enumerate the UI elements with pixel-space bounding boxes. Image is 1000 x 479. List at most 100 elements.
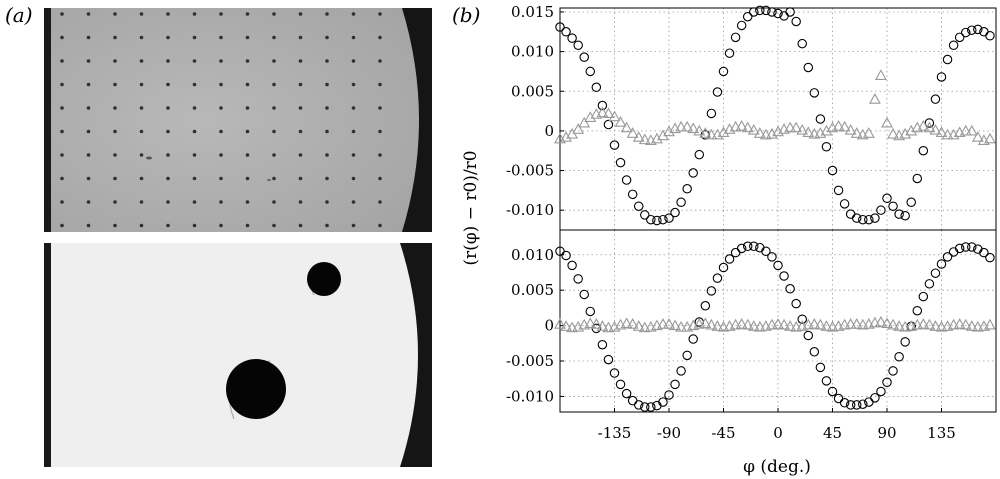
circle-marker: [561, 27, 571, 37]
circle-marker: [573, 40, 583, 51]
grid-dot: [192, 153, 197, 157]
circle-marker: [749, 241, 759, 252]
circle-marker: [803, 330, 814, 341]
grid-dot: [325, 200, 329, 204]
grid-dot: [192, 82, 197, 87]
circle-marker: [882, 193, 892, 204]
circle-marker: [694, 149, 705, 160]
circle-marker: [712, 273, 723, 283]
circle-marker: [585, 66, 596, 77]
circle-marker: [900, 210, 910, 221]
grid-dot: [378, 82, 382, 87]
circle-marker: [603, 119, 614, 130]
circle-marker: [906, 197, 916, 208]
y-tick-label: 0: [544, 122, 554, 140]
triangle-marker: [875, 315, 887, 327]
triangle-marker: [881, 116, 893, 128]
circle-marker: [815, 362, 826, 373]
circle-marker: [900, 337, 910, 347]
triangle-marker: [578, 116, 591, 128]
triangle-marker: [784, 121, 797, 133]
circle-marker: [670, 207, 680, 218]
triangle-marker: [784, 320, 797, 331]
circle-marker: [664, 213, 674, 223]
triangle-marker: [868, 316, 881, 328]
triangle-marker: [669, 319, 681, 331]
large-black-disk: [226, 359, 286, 419]
x-tick-label: 135: [927, 424, 956, 442]
triangle-marker: [717, 126, 730, 138]
circle-marker: [730, 32, 741, 43]
x-tick-label: -135: [598, 424, 632, 442]
x-tick-label: -90: [657, 424, 681, 442]
circle-marker: [700, 301, 711, 311]
grid-dot: [60, 12, 64, 16]
triangle-marker: [741, 318, 754, 330]
grid-dot: [325, 223, 329, 228]
circle-marker: [706, 286, 717, 296]
circle-marker: [833, 393, 844, 404]
panel-a-bottom-photo: [44, 243, 432, 467]
y-tick-label: 0.010: [511, 43, 554, 61]
circle-marker: [585, 306, 596, 317]
circle-marker: [621, 175, 632, 185]
grid-dot: [325, 176, 329, 181]
y-tick-label: -0.010: [506, 387, 554, 405]
circle-marker: [912, 305, 923, 316]
circle-marker: [918, 291, 929, 302]
grid-dot: [378, 35, 382, 40]
triangle-marker: [832, 120, 845, 131]
circle-marker: [954, 32, 965, 43]
phi-deviation-chart: (r(φ) − r0)/r0 φ (deg.) 0.0150.0100.0050…: [461, 3, 997, 477]
grid-dot: [351, 223, 356, 228]
circle-marker: [894, 209, 904, 219]
grid-dot: [139, 59, 144, 63]
circle-marker: [567, 33, 577, 43]
y-tick-label: -0.010: [506, 201, 554, 219]
grid-dot: [272, 176, 276, 181]
triangle-marker: [602, 321, 615, 333]
circle-marker: [627, 189, 638, 200]
triangle-marker: [899, 127, 912, 139]
circle-marker: [797, 314, 807, 324]
circle-marker: [609, 368, 620, 378]
x-tick-label: 90: [877, 424, 896, 442]
circle-marker: [579, 289, 589, 300]
grid-dot: [245, 106, 250, 110]
circle-marker: [712, 87, 723, 97]
triangle-marker: [753, 320, 766, 332]
triangle-marker: [862, 127, 875, 138]
grid-dot: [166, 82, 170, 87]
grid-dot: [192, 35, 197, 40]
triangle-marker: [923, 318, 936, 330]
triangle-marker: [850, 318, 863, 329]
circle-marker: [960, 27, 971, 38]
grid-dot: [192, 12, 197, 16]
grid-dot: [86, 106, 91, 110]
grid-dot: [86, 153, 91, 157]
circle-marker: [791, 16, 801, 27]
circle-marker: [815, 114, 826, 124]
panel-a-top-photo: [44, 8, 432, 232]
grid-dot: [378, 223, 382, 228]
grid-dot: [219, 153, 223, 157]
triangle-marker: [796, 123, 809, 135]
triangle-marker: [790, 320, 803, 332]
circle-marker: [688, 168, 698, 178]
grid-dot: [139, 12, 144, 16]
grid-dot: [139, 176, 144, 181]
circle-marker: [797, 38, 807, 49]
grid-dot: [351, 106, 356, 110]
circle-marker: [597, 100, 608, 111]
grid-dot: [245, 200, 250, 204]
grid-dot: [60, 35, 64, 40]
grid-dot: [139, 35, 144, 40]
grid-dot: [298, 200, 303, 204]
circle-marker: [724, 48, 735, 58]
triangle-marker: [699, 127, 712, 138]
circle-marker: [640, 402, 650, 412]
circle-marker: [682, 184, 692, 194]
triangle-marker: [965, 320, 978, 331]
grid-dot: [192, 200, 197, 204]
triangle-marker: [693, 318, 706, 329]
